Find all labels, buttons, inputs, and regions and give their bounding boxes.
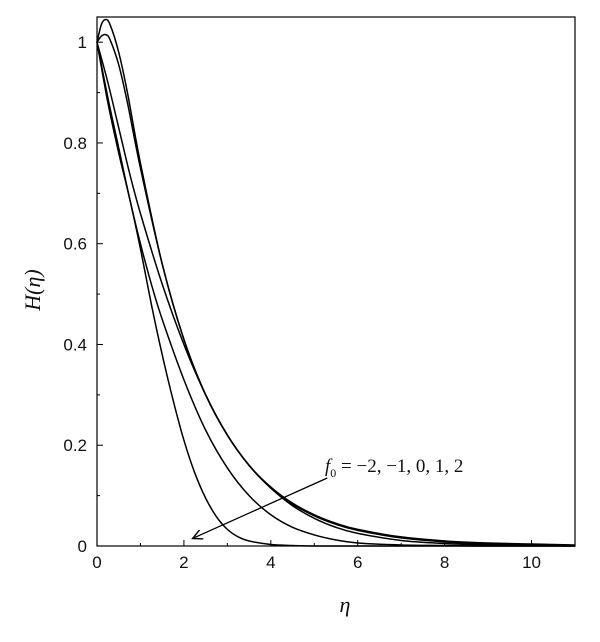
axis-ticks (96, 41, 533, 547)
x-tick-label: 10 (522, 553, 541, 572)
x-tick-label: 2 (179, 553, 188, 572)
y-tick-label: 0.6 (63, 235, 87, 254)
x-axis-title: η (340, 592, 351, 617)
x-tick-label: 6 (353, 553, 362, 572)
annotation-subscript: 0 (330, 466, 336, 480)
x-tick-label: 8 (440, 553, 449, 572)
curve-3 (96, 41, 576, 547)
y-tick-label: 0.2 (63, 436, 87, 455)
curves (96, 18, 576, 547)
x-tick-label: 4 (266, 553, 275, 572)
y-tick-label: 0.4 (63, 335, 87, 354)
x-tick-label: 0 (92, 553, 101, 572)
annotation-symbol: f (325, 456, 333, 477)
y-tick-label: 0.8 (63, 134, 87, 153)
annotation-arrow (193, 477, 328, 538)
y-tick-label: 1 (78, 33, 87, 52)
axis-tick-labels: 0 2 4 6 8 10 0 0.2 0.4 0.6 0.8 1 (63, 33, 541, 572)
y-axis-title: H(η) (20, 269, 45, 311)
annotation-values: = −2, −1, 0, 1, 2 (336, 456, 463, 477)
annotation-label: f0 = −2, −1, 0, 1, 2 (325, 456, 463, 480)
curve-5 (96, 42, 575, 547)
y-tick-label: 0 (78, 537, 87, 556)
